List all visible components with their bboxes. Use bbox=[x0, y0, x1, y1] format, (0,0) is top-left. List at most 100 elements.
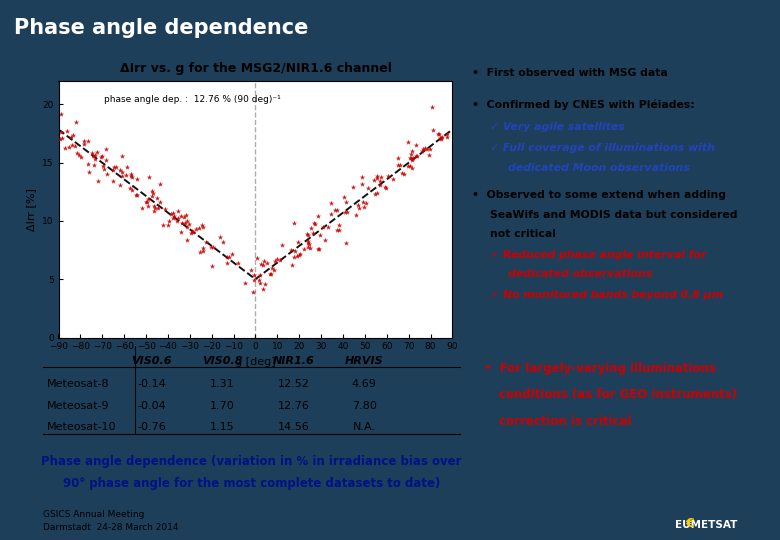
Point bbox=[311, 245, 324, 253]
Point bbox=[178, 212, 190, 221]
Point bbox=[406, 156, 418, 165]
Point bbox=[395, 168, 408, 177]
Point bbox=[387, 175, 399, 184]
Point bbox=[119, 171, 132, 180]
Point bbox=[339, 208, 352, 217]
Point bbox=[302, 242, 314, 251]
Point bbox=[82, 159, 94, 168]
Point bbox=[410, 141, 423, 150]
Point bbox=[370, 189, 383, 198]
Point bbox=[393, 160, 406, 169]
Point bbox=[136, 204, 148, 212]
Text: -0.04: -0.04 bbox=[137, 401, 166, 411]
Point bbox=[266, 263, 278, 272]
Point bbox=[379, 183, 392, 192]
Text: ✓ Very agile satellites: ✓ Very agile satellites bbox=[490, 122, 625, 132]
Point bbox=[92, 177, 105, 185]
Text: 1.15: 1.15 bbox=[210, 422, 235, 432]
Point bbox=[250, 253, 263, 262]
Point bbox=[140, 198, 153, 207]
Point bbox=[441, 132, 453, 141]
Point bbox=[180, 235, 193, 244]
Point bbox=[94, 153, 107, 161]
Point bbox=[424, 144, 436, 153]
Point bbox=[422, 150, 434, 159]
Point bbox=[238, 279, 250, 288]
Point bbox=[293, 250, 306, 259]
Point bbox=[106, 176, 119, 185]
Point bbox=[197, 244, 210, 252]
Text: 4.69: 4.69 bbox=[352, 380, 377, 389]
Point bbox=[124, 184, 136, 193]
Point bbox=[261, 259, 273, 268]
Point bbox=[416, 146, 428, 155]
Point bbox=[221, 253, 233, 262]
Point bbox=[162, 221, 175, 230]
Point bbox=[307, 228, 319, 237]
Point bbox=[81, 137, 94, 146]
Point bbox=[126, 186, 138, 194]
Point bbox=[285, 261, 298, 269]
Point bbox=[329, 206, 342, 215]
Point bbox=[333, 225, 346, 234]
Point bbox=[89, 154, 101, 163]
Point bbox=[276, 241, 289, 249]
Point bbox=[308, 218, 321, 227]
Point bbox=[339, 238, 352, 247]
Point bbox=[55, 109, 67, 118]
Text: dedicated observations: dedicated observations bbox=[508, 269, 652, 279]
Text: Meteosat-10: Meteosat-10 bbox=[47, 422, 116, 432]
Point bbox=[100, 156, 112, 164]
Point bbox=[78, 139, 90, 148]
Text: VIS0.8: VIS0.8 bbox=[202, 356, 243, 366]
Point bbox=[89, 151, 101, 159]
Point bbox=[142, 201, 154, 210]
Text: ✓ Reduced phase angle interval for: ✓ Reduced phase angle interval for bbox=[490, 249, 707, 260]
Point bbox=[66, 140, 78, 149]
Text: SeaWifs and MODIS data but considered: SeaWifs and MODIS data but considered bbox=[490, 210, 737, 220]
Point bbox=[165, 210, 177, 218]
Point bbox=[166, 213, 179, 222]
Point bbox=[374, 181, 387, 190]
Point bbox=[116, 152, 129, 160]
Point bbox=[350, 211, 363, 219]
Point bbox=[356, 179, 368, 188]
Point bbox=[247, 276, 260, 285]
Point bbox=[254, 271, 266, 279]
X-axis label: g [deg]: g [deg] bbox=[235, 357, 276, 367]
Text: N.A.: N.A. bbox=[353, 422, 376, 432]
Point bbox=[357, 203, 370, 212]
Point bbox=[129, 190, 142, 199]
Text: •  Confirmed by CNES with Pléiades:: • Confirmed by CNES with Pléiades: bbox=[472, 100, 695, 110]
Point bbox=[346, 183, 359, 192]
Point bbox=[197, 223, 210, 232]
Point bbox=[362, 184, 374, 193]
Point bbox=[314, 231, 326, 240]
Point bbox=[141, 195, 154, 204]
Text: not critical: not critical bbox=[490, 229, 556, 239]
Point bbox=[392, 153, 405, 162]
Point bbox=[403, 162, 416, 171]
Point bbox=[360, 199, 372, 207]
Point bbox=[319, 236, 332, 245]
Point bbox=[200, 237, 212, 246]
Point bbox=[196, 221, 208, 230]
Point bbox=[180, 217, 193, 225]
Text: 12.76: 12.76 bbox=[278, 401, 309, 411]
Point bbox=[69, 142, 81, 151]
Point bbox=[264, 270, 277, 279]
Point bbox=[197, 246, 209, 255]
Point bbox=[125, 172, 137, 180]
Point bbox=[332, 206, 344, 214]
Point bbox=[433, 130, 445, 138]
Point bbox=[288, 253, 300, 261]
Point bbox=[83, 167, 95, 176]
Point bbox=[356, 198, 369, 207]
Point bbox=[435, 133, 448, 142]
Point bbox=[55, 134, 67, 143]
Text: Meteosat-9: Meteosat-9 bbox=[47, 401, 110, 411]
Text: 1.31: 1.31 bbox=[210, 380, 235, 389]
Point bbox=[163, 217, 176, 226]
Point bbox=[288, 218, 300, 227]
Point bbox=[56, 134, 69, 143]
